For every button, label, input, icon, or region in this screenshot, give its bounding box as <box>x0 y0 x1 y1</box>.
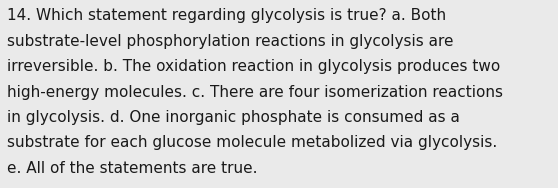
Text: 14. Which statement regarding glycolysis is true? a. Both: 14. Which statement regarding glycolysis… <box>7 8 446 24</box>
Text: substrate-level phosphorylation reactions in glycolysis are: substrate-level phosphorylation reaction… <box>7 34 454 49</box>
Text: irreversible. b. The oxidation reaction in glycolysis produces two: irreversible. b. The oxidation reaction … <box>7 59 501 74</box>
Text: e. All of the statements are true.: e. All of the statements are true. <box>7 161 258 176</box>
Text: high-energy molecules. c. There are four isomerization reactions: high-energy molecules. c. There are four… <box>7 85 503 100</box>
Text: substrate for each glucose molecule metabolized via glycolysis.: substrate for each glucose molecule meta… <box>7 135 498 150</box>
Text: in glycolysis. d. One inorganic phosphate is consumed as a: in glycolysis. d. One inorganic phosphat… <box>7 110 460 125</box>
